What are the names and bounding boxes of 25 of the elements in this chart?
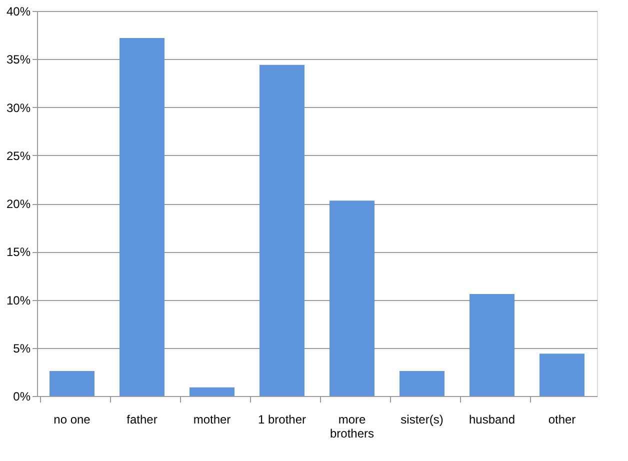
bar <box>120 38 164 396</box>
y-tick-label: 25% <box>6 148 31 163</box>
x-tick-label: sister(s) <box>400 412 444 426</box>
x-tick-label: husband <box>468 412 516 426</box>
x-tick-label: mother <box>193 412 231 426</box>
y-tick-label: 30% <box>6 100 31 115</box>
bar <box>470 294 514 396</box>
y-tick-label: 35% <box>6 52 31 67</box>
y-tick-label: 10% <box>6 293 31 308</box>
bar <box>400 370 444 396</box>
y-tick-label: 0% <box>13 390 31 404</box>
x-tick-label: more brothers <box>330 412 374 440</box>
x-tick-label: no one <box>54 412 91 426</box>
bar <box>190 387 234 396</box>
x-tick-label: 1 brother <box>258 412 306 426</box>
x-tick-label: father <box>126 412 158 426</box>
bar <box>330 200 374 396</box>
y-tick-label: 5% <box>13 341 31 356</box>
bar <box>50 370 94 396</box>
y-tick-label: 40% <box>6 4 31 18</box>
y-tick-label: 15% <box>6 245 31 260</box>
x-tick-label: other <box>548 412 576 426</box>
bar <box>260 64 304 396</box>
y-tick-label: 20% <box>6 197 31 211</box>
bar <box>540 354 584 396</box>
